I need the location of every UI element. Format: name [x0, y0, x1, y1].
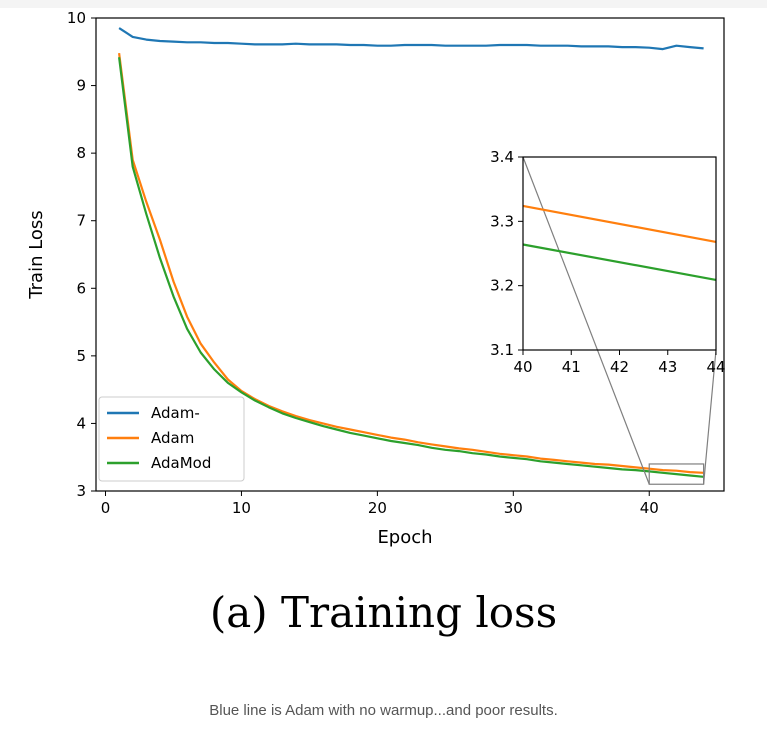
- x-tick-label: 20: [368, 499, 387, 517]
- y-tick-label: 9: [76, 77, 86, 95]
- inset-y-tick-label: 3.3: [490, 212, 514, 230]
- y-tick-label: 3: [76, 482, 86, 500]
- legend-label: Adam: [151, 429, 194, 447]
- y-tick-label: 5: [76, 347, 86, 365]
- x-tick-label: 0: [101, 499, 111, 517]
- figure-caption-text: Blue line is Adam with no warmup...and p…: [0, 702, 767, 719]
- x-tick-label: 10: [232, 499, 251, 517]
- inset-x-tick-label: 40: [513, 358, 532, 376]
- y-tick-label: 4: [76, 414, 86, 432]
- x-tick-label: 30: [504, 499, 523, 517]
- inset-x-tick-label: 43: [658, 358, 677, 376]
- legend-label: AdaMod: [151, 454, 211, 472]
- inset-x-tick-label: 44: [706, 358, 725, 376]
- inset-y-tick-label: 3.1: [490, 341, 514, 359]
- inset-y-tick-label: 3.4: [490, 148, 514, 166]
- series-line-adam-minus: [119, 28, 704, 49]
- y-axis-label: Train Loss: [26, 210, 47, 299]
- legend: Adam- Adam AdaMod: [99, 397, 244, 481]
- inset-x-tick-label: 41: [562, 358, 581, 376]
- inset-x-tick-label: 42: [610, 358, 629, 376]
- y-tick-label: 6: [76, 279, 86, 297]
- figure-caption-title: (a) Training loss: [0, 588, 767, 637]
- y-tick-label: 7: [76, 212, 86, 230]
- legend-label: Adam-: [151, 404, 200, 422]
- inset-background: [523, 157, 716, 350]
- x-tick-label: 40: [640, 499, 659, 517]
- inset-y-tick-label: 3.2: [490, 277, 514, 295]
- y-tick-label: 8: [76, 144, 86, 162]
- training-loss-chart: 0 10 20 30 40 3 4 5 6 7 8 9 10 Epoch Train Loss 40 41 42 4…: [0, 0, 767, 580]
- x-axis-label: Epoch: [377, 527, 432, 548]
- y-tick-label: 10: [67, 9, 86, 27]
